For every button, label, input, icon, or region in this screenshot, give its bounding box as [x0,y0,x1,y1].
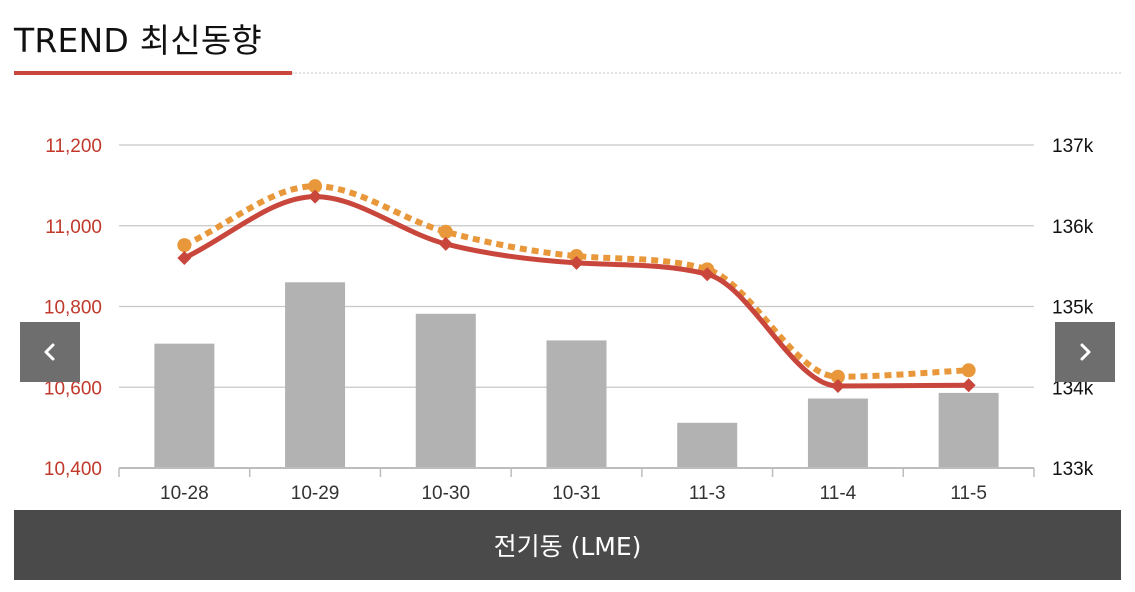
title-underline [14,71,292,75]
line-point-circle [177,238,192,253]
left-axis-tick-label: 11,000 [45,217,102,238]
bar-layer [154,282,999,468]
line-point-diamond [438,236,453,251]
caption-label: 전기동 (LME) [493,532,642,561]
x-axis-tick-label: 11-4 [820,483,857,504]
bar [938,392,999,468]
bar [154,343,215,468]
bar [415,313,476,468]
left-axis-tick-label: 10,400 [44,459,102,480]
right-axis-tick-label: 135k [1052,298,1094,319]
prev-button[interactable] [20,322,80,382]
x-axis-tick-label: 11-3 [689,483,726,504]
page-title: TREND 최신동향 [14,21,262,60]
line-point-circle [438,224,453,239]
line-point-circle [830,369,845,384]
line-point-circle [961,363,976,378]
chevron-right-icon [1080,343,1091,361]
line-point-diamond [177,251,192,266]
x-axis-tick-label: 11-5 [950,483,987,504]
next-button[interactable] [1055,322,1115,382]
x-axis-tick-label: 10-29 [291,483,340,504]
bar [546,340,607,468]
line-point-diamond [700,267,715,282]
line-layer [177,179,976,394]
x-axis-tick-label: 10-28 [160,483,209,504]
bar [285,282,346,468]
trend-chart: 10,400 133k 10,600 134k 10,800 135k 11,000 136k… [44,136,1094,504]
right-axis-tick-label: 134k [1052,378,1094,399]
line-point-diamond [961,378,976,393]
right-axis-tick-label: 137k [1052,136,1094,157]
right-axis-tick-label: 136k [1052,217,1094,238]
left-axis-tick-label: 11,200 [45,136,102,157]
left-axis-tick-label: 10,800 [44,298,102,319]
line-point-diamond [308,189,323,204]
x-axis-tick-label: 10-30 [421,483,470,504]
axis-layer: 10,400 133k 10,600 134k 10,800 135k 11,000 136k… [44,136,1094,504]
bar [807,398,868,468]
title-divider [292,72,1121,74]
chart-caption: 전기동 (LME) [14,510,1121,580]
x-axis-tick-label: 10-31 [552,483,601,504]
chevron-left-icon [44,343,55,361]
left-axis-tick-label: 10,600 [44,378,102,399]
line-point-diamond [569,255,584,270]
line-point-diamond [830,379,845,394]
right-axis-tick-label: 133k [1052,459,1094,480]
bar [677,422,738,468]
line-point-circle [308,179,323,194]
